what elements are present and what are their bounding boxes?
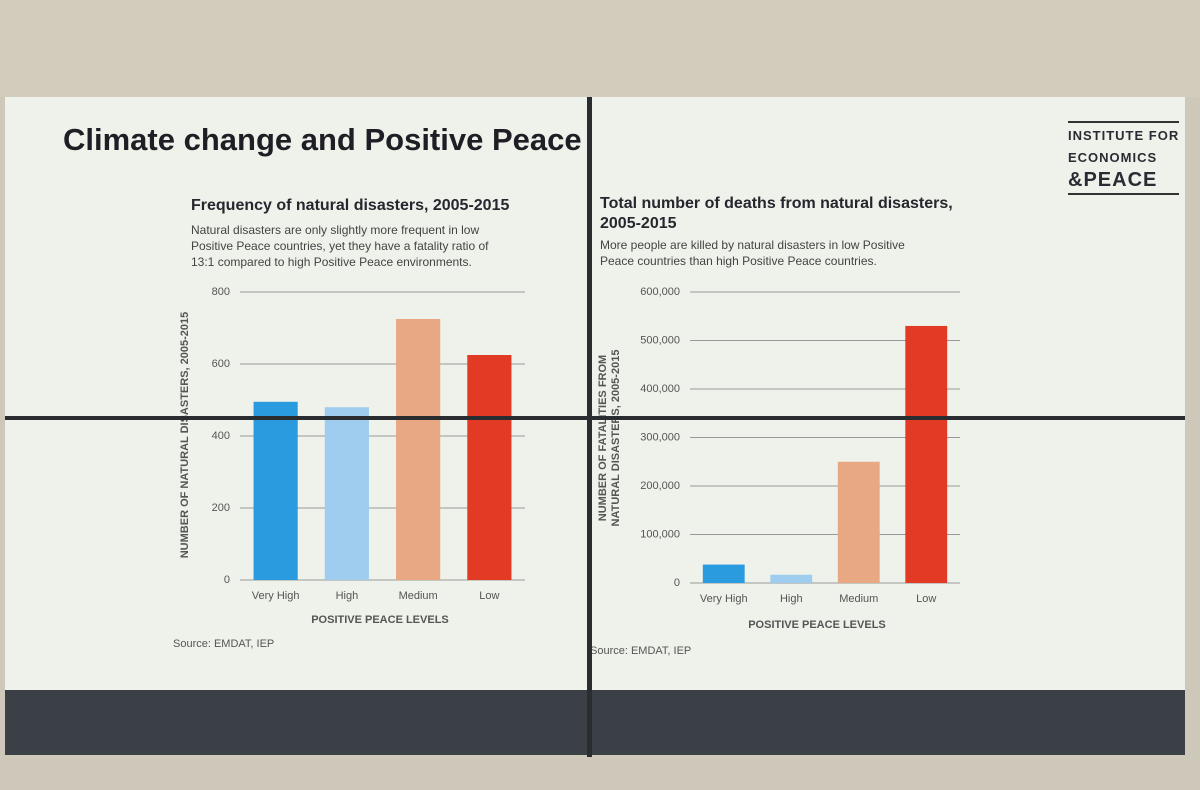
x-tick-label: Medium xyxy=(839,593,878,605)
y-tick-label: 600,000 xyxy=(640,286,680,298)
chart-subtitle: More people are killed by natural disast… xyxy=(600,238,905,268)
source: Source: EMDAT, IEP xyxy=(590,645,692,657)
screen-seam xyxy=(5,416,1185,420)
bar xyxy=(396,319,441,580)
bar xyxy=(770,574,813,583)
x-axis-label: POSITIVE PEACE LEVELS xyxy=(311,614,449,626)
x-tick-label: Very High xyxy=(252,590,300,602)
source: Source: EMDAT, IEP xyxy=(173,638,275,650)
y-axis-label-line: NATURAL DISASTERS, 2005-2015 xyxy=(610,350,622,527)
x-tick-label: Low xyxy=(916,593,936,605)
screen-seam xyxy=(587,97,592,757)
logo-line: ECONOMICS xyxy=(1068,150,1158,165)
bar xyxy=(837,461,880,583)
logo-line: INSTITUTE FOR xyxy=(1068,128,1180,143)
x-tick-label: High xyxy=(336,590,359,602)
y-tick-label: 0 xyxy=(224,574,230,586)
y-axis-label: NUMBER OF FATALITIES FROMNATURAL DISASTE… xyxy=(597,350,622,527)
y-tick-label: 200,000 xyxy=(640,480,680,492)
logo-line: &PEACE xyxy=(1068,169,1158,191)
y-tick-label: 200 xyxy=(212,502,230,514)
x-tick-label: Medium xyxy=(399,590,438,602)
wall xyxy=(0,0,1200,97)
bar xyxy=(253,401,298,580)
y-tick-label: 500,000 xyxy=(640,334,680,346)
x-tick-label: High xyxy=(780,593,803,605)
bar xyxy=(702,564,745,583)
y-axis-label-line: NUMBER OF FATALITIES FROM xyxy=(597,355,609,521)
slide-title: Climate change and Positive Peace xyxy=(63,122,582,157)
x-tick-label: Low xyxy=(479,590,499,602)
bar xyxy=(324,407,369,580)
x-tick-label: Very High xyxy=(700,593,748,605)
y-tick-label: 100,000 xyxy=(640,528,680,540)
y-tick-label: 600 xyxy=(212,358,230,370)
chart-subtitle: Natural disasters are only slightly more… xyxy=(191,223,489,269)
y-tick-label: 300,000 xyxy=(640,431,680,443)
slide xyxy=(5,97,1185,755)
chart-title: Total number of deaths from natural disa… xyxy=(600,195,953,232)
y-axis-label: NUMBER OF NATURAL DISASTERS, 2005-2015 xyxy=(179,312,191,559)
logo: INSTITUTE FOR ECONOMICS &PEACE xyxy=(1068,121,1180,195)
bar xyxy=(905,325,948,583)
y-tick-label: 0 xyxy=(674,577,680,589)
y-tick-label: 800 xyxy=(212,286,230,298)
bar xyxy=(467,355,512,580)
chart-title: Frequency of natural disasters, 2005-201… xyxy=(191,197,510,214)
slide-footer xyxy=(5,690,1185,755)
x-axis-label: POSITIVE PEACE LEVELS xyxy=(748,619,886,631)
y-tick-label: 400 xyxy=(212,430,230,442)
y-tick-label: 400,000 xyxy=(640,383,680,395)
